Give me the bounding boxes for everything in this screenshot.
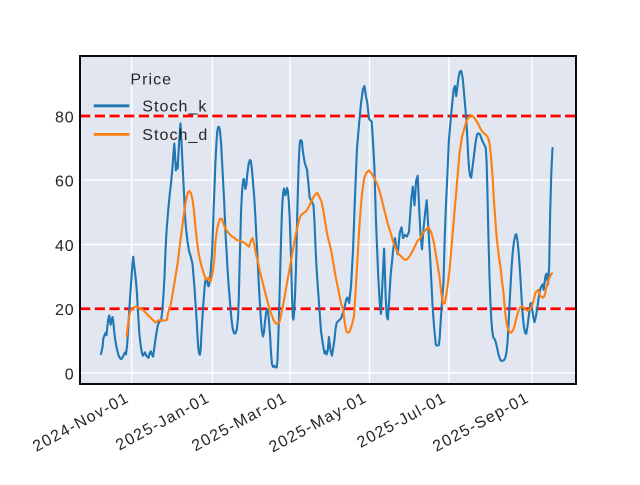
- svg-text:Stoch_d: Stoch_d: [142, 127, 208, 144]
- svg-text:0: 0: [65, 366, 75, 383]
- svg-text:40: 40: [55, 238, 75, 255]
- svg-text:Stoch_k: Stoch_k: [142, 98, 207, 115]
- svg-text:60: 60: [55, 174, 75, 191]
- svg-text:80: 80: [55, 109, 75, 126]
- svg-text:20: 20: [55, 302, 75, 319]
- svg-text:Price: Price: [130, 72, 172, 89]
